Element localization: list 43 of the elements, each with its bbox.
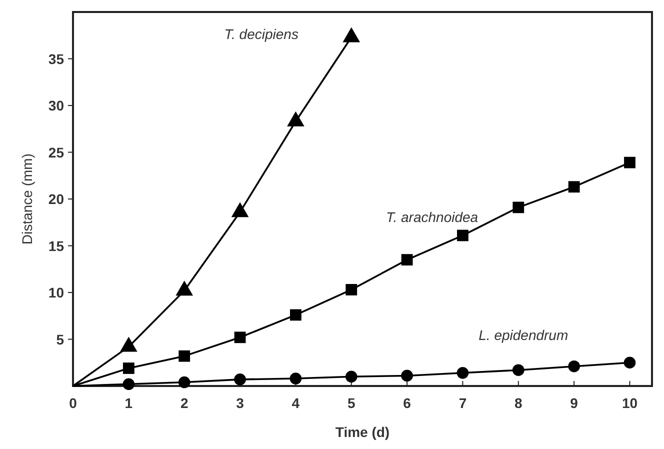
y-tick-label: 10: [48, 284, 64, 300]
x-tick-label: 6: [403, 395, 412, 411]
x-tick-label: 3: [236, 395, 244, 411]
y-tick-label: 30: [48, 98, 64, 114]
series-label: L. epidendrum: [478, 327, 568, 344]
x-tick-label: 10: [622, 395, 638, 411]
x-tick-label: 0: [69, 395, 78, 411]
point: [457, 230, 468, 242]
x-tick-label: 1: [124, 395, 133, 411]
x-tick-label: 5: [347, 395, 356, 411]
x-tick-label: 8: [514, 395, 522, 411]
point: [401, 370, 413, 382]
y-tick-label: 20: [48, 191, 64, 207]
x-tick-label: 9: [570, 395, 578, 411]
point: [290, 372, 302, 384]
point: [624, 156, 636, 168]
point: [345, 370, 358, 383]
series-label: T. arachnoidea: [386, 208, 478, 225]
point: [234, 332, 246, 344]
y-axis-title: Distance (mm): [19, 153, 35, 245]
x-axis-title: Time (d): [335, 424, 390, 440]
point: [178, 350, 190, 362]
point: [346, 284, 358, 296]
point: [512, 202, 524, 214]
x-tick-label: 4: [292, 395, 300, 411]
y-tick-label: 5: [56, 331, 64, 348]
point: [122, 362, 134, 374]
point: [624, 356, 636, 369]
y-tick-label: 25: [48, 144, 64, 160]
point: [122, 378, 135, 390]
point: [568, 360, 580, 372]
point: [290, 309, 302, 321]
text: T. decipiens: [224, 26, 298, 42]
y-tick-label: 35: [48, 50, 64, 67]
point: [401, 254, 413, 266]
point: [568, 181, 580, 193]
point: [456, 367, 469, 379]
point: [178, 376, 190, 388]
x-tick-label: 7: [458, 395, 467, 411]
x-tick-label: 2: [180, 395, 188, 411]
point: [512, 364, 524, 376]
point: [234, 374, 246, 386]
y-tick-label: 15: [48, 238, 64, 254]
